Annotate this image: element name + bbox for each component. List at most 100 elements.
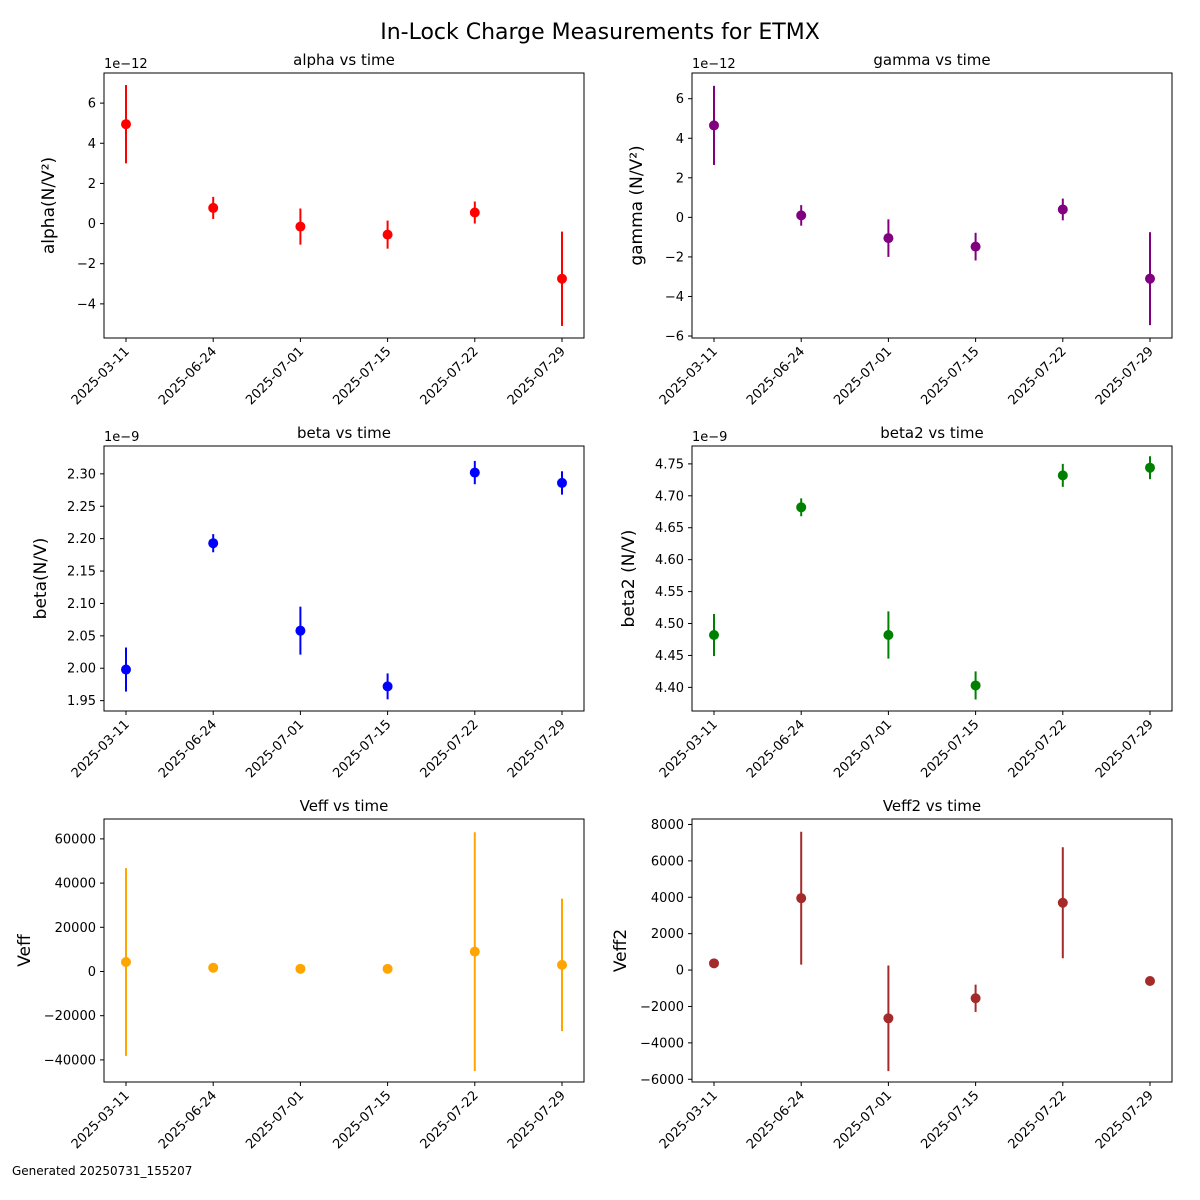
x-tick-label: 2025-07-15 [918, 1088, 982, 1152]
data-point [121, 956, 131, 967]
chart-panel-3: beta vs time 1e−9 1.95 2.00 2.05 2.10 2.15 2.20… [31, 424, 585, 781]
data-point [295, 221, 306, 232]
y-tick-label: 1.95 [67, 694, 96, 709]
y-tick-label: 4 [88, 137, 96, 152]
data-point [1145, 462, 1155, 473]
x-tick-label: 2025-03-11 [657, 344, 721, 408]
y-tick-label: 4.40 [655, 681, 684, 696]
data-point [709, 120, 719, 131]
y-tick-label: 4.70 [655, 489, 684, 504]
axis-offset-label: 1e−12 [104, 57, 148, 72]
x-tick-label: 2025-06-24 [744, 344, 808, 408]
y-tick-label: 40000 [55, 877, 96, 892]
y-tick-label: 8000 [651, 818, 684, 833]
x-tick-label: 2025-07-22 [418, 1088, 482, 1152]
y-tick-label: 6000 [651, 854, 684, 869]
y-tick-label: 2000 [651, 927, 684, 942]
x-tick-label: 2025-07-29 [505, 1088, 569, 1152]
x-tick-label: 2025-03-11 [69, 1088, 133, 1152]
data-point [382, 681, 393, 692]
y-tick-label: 4.60 [655, 553, 684, 568]
plot-frame [691, 818, 1173, 1083]
axis-offset-label: 1e−9 [692, 430, 727, 445]
y-tick-label: 2.00 [67, 662, 96, 677]
y-tick-label: −4 [665, 290, 684, 305]
data-point [557, 273, 567, 284]
y-tick-label: 2.30 [67, 467, 96, 482]
y-tick-label: −40000 [44, 1053, 96, 1068]
x-tick-label: 2025-07-22 [1006, 717, 1070, 781]
data-point [295, 625, 306, 636]
x-tick-label: 2025-07-15 [330, 1088, 394, 1152]
data-point [970, 993, 981, 1004]
y-tick-label: −4000 [640, 1036, 684, 1051]
x-tick-label: 2025-07-29 [505, 344, 569, 408]
plot-frame [103, 818, 585, 1083]
data-point [121, 664, 131, 675]
x-tick-label: 2025-07-29 [1093, 344, 1157, 408]
x-tick-label: 2025-06-24 [156, 1088, 220, 1152]
y-tick-label: 4.55 [655, 585, 684, 600]
y-tick-label: 2.20 [67, 532, 96, 547]
y-tick-label: −2 [77, 257, 96, 272]
y-axis-label: Veff2 [611, 929, 631, 972]
x-tick-label: 2025-07-22 [1006, 1088, 1070, 1152]
x-tick-label: 2025-07-01 [831, 1088, 895, 1152]
y-tick-label: 0 [88, 965, 96, 980]
x-tick-label: 2025-07-15 [918, 344, 982, 408]
x-tick-label: 2025-03-11 [69, 344, 133, 408]
y-tick-label: 4.45 [655, 649, 684, 664]
axis-offset-label: 1e−9 [104, 430, 139, 445]
data-point [382, 963, 393, 974]
x-tick-label: 2025-07-15 [330, 717, 394, 781]
data-point [382, 229, 393, 240]
chart-title: Veff2 vs time [883, 797, 981, 815]
x-tick-label: 2025-07-29 [505, 717, 569, 781]
y-tick-label: 2.15 [67, 565, 96, 580]
y-axis-label: Veff [15, 933, 35, 967]
chart-panel-4: beta2 vs time 1e−9 4.40 4.45 4.50 4.55 4.60 4.6… [619, 424, 1173, 781]
y-tick-label: 4.50 [655, 617, 684, 632]
chart-panel-2: gamma vs time 1e−12 −6 −4 −2 0 2 4 6 gamma (N/V²)… [627, 51, 1173, 408]
chart-title: beta vs time [297, 424, 391, 442]
y-tick-label: −2 [665, 250, 684, 265]
x-tick-label: 2025-07-29 [1093, 717, 1157, 781]
y-axis-label: gamma (N/V²) [627, 145, 647, 265]
data-point [883, 630, 894, 641]
data-point [557, 477, 567, 488]
chart-panel-6: Veff2 vs time −6000 −4000 −2000 0 2000 4000 600… [611, 797, 1173, 1152]
data-point [208, 538, 219, 549]
data-point [796, 210, 807, 221]
data-point [883, 1013, 894, 1024]
y-tick-label: −2000 [640, 1000, 684, 1015]
data-point [469, 946, 480, 957]
x-tick-label: 2025-06-24 [156, 717, 220, 781]
plot-frame [103, 445, 585, 712]
chart-title: Veff vs time [300, 797, 389, 815]
x-tick-label: 2025-07-01 [243, 1088, 307, 1152]
y-tick-label: 6 [88, 97, 96, 112]
data-point [557, 959, 567, 970]
data-point [883, 233, 894, 244]
x-tick-label: 2025-07-22 [418, 344, 482, 408]
y-tick-label: −6 [665, 330, 684, 345]
y-tick-label: 4.65 [655, 521, 684, 536]
x-tick-label: 2025-06-24 [744, 717, 808, 781]
data-point [121, 119, 131, 130]
x-tick-label: 2025-03-11 [657, 717, 721, 781]
x-tick-label: 2025-03-11 [69, 717, 133, 781]
y-tick-label: 0 [88, 217, 96, 232]
x-tick-label: 2025-07-22 [418, 717, 482, 781]
y-tick-label: 0 [676, 964, 684, 979]
data-point [295, 963, 306, 974]
chart-title: alpha vs time [293, 51, 395, 69]
y-tick-label: 60000 [55, 832, 96, 847]
data-point [469, 207, 480, 218]
data-point [1145, 975, 1155, 986]
data-point [709, 630, 719, 641]
y-tick-label: 0 [676, 211, 684, 226]
y-tick-label: 6 [676, 92, 684, 107]
data-point [709, 958, 719, 969]
